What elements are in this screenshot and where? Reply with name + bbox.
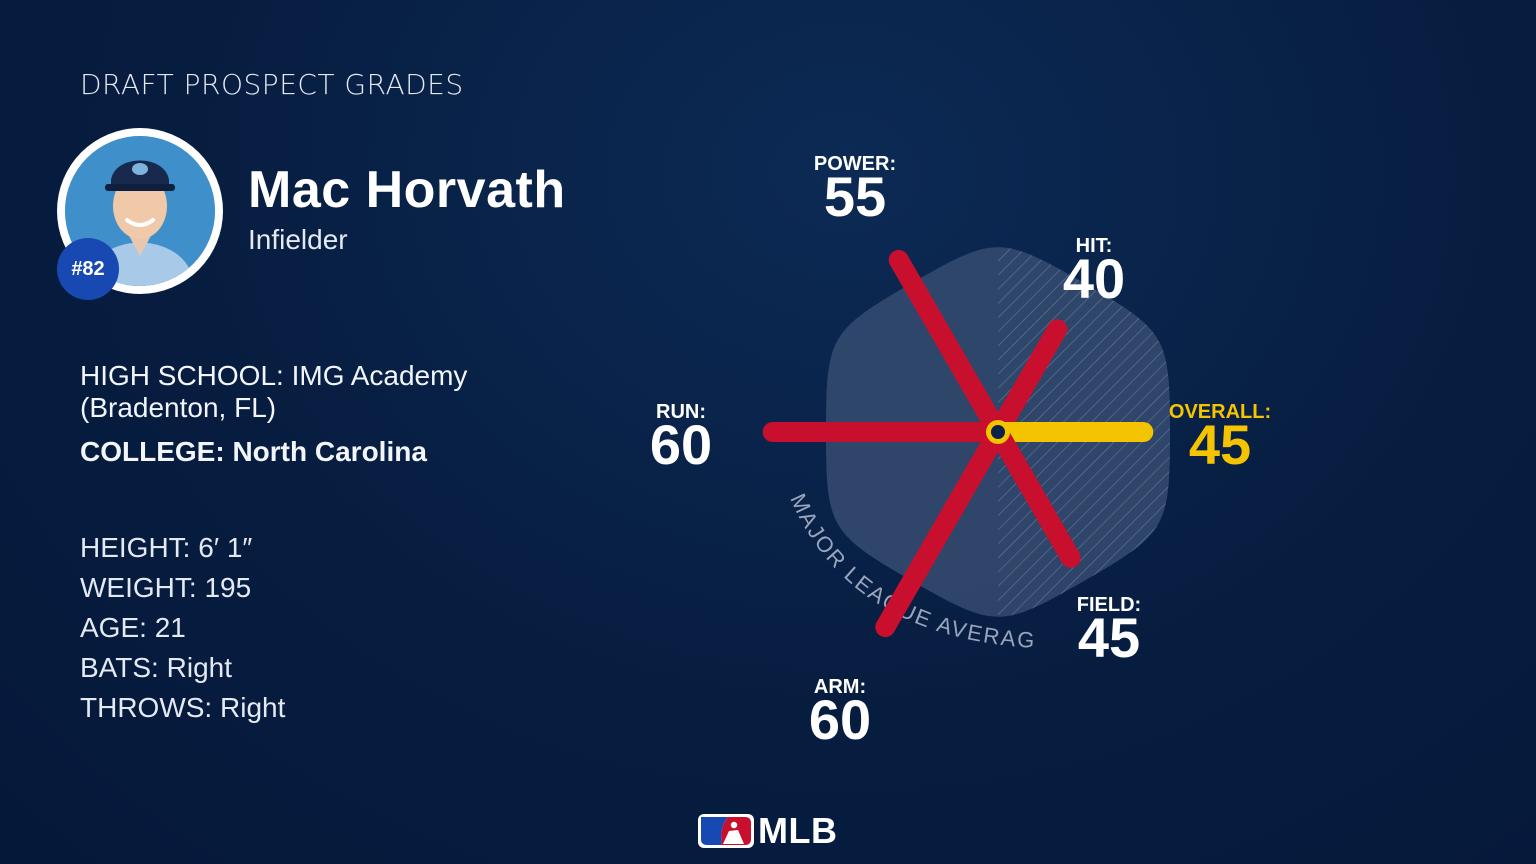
high-school-label: HIGH SCHOOL:	[80, 360, 284, 391]
player-name: Mac Horvath	[248, 161, 566, 219]
jersey-number-badge: #82	[57, 238, 119, 300]
axis-label-run: RUN:	[656, 401, 706, 423]
stat-weight: WEIGHT: 195	[80, 572, 252, 603]
axis-value-field: 45	[1078, 606, 1140, 669]
college-row: COLLEGE: North Carolina	[80, 436, 427, 468]
stat-age: AGE: 21	[80, 612, 186, 643]
stat-height: HEIGHT: 6′ 1″	[80, 532, 253, 563]
axis-label-power: POWER:	[814, 153, 896, 175]
axis-value-power: 55	[824, 165, 886, 228]
player-stats: HEIGHT: 6′ 1″ WEIGHT: 195 AGE: 21 BATS: …	[80, 528, 285, 728]
high-school-value: IMG Academy (Bradenton, FL)	[80, 360, 468, 423]
spoke-power	[888, 249, 1008, 442]
axis-value-hit: 40	[1063, 247, 1125, 310]
center-dot	[991, 425, 1005, 439]
mlb-logo-icon	[698, 814, 754, 848]
mlb-logo: MLB	[698, 810, 838, 851]
spoke-arm	[875, 422, 1008, 638]
axis-label-hit: HIT:	[1076, 235, 1113, 257]
high-school-row: HIGH SCHOOL: IMG Academy (Bradenton, FL)	[80, 360, 550, 424]
stat-bats: BATS: Right	[80, 652, 232, 683]
axis-label-arm: ARM:	[814, 676, 866, 698]
axis-label-overall: OVERALL:	[1169, 401, 1271, 423]
stat-throws: THROWS: Right	[80, 692, 286, 723]
axis-value-arm: 60	[809, 688, 871, 751]
player-position: Infielder	[248, 224, 348, 255]
axis-label-field: FIELD:	[1077, 594, 1141, 616]
spoke-hit	[988, 319, 1068, 442]
spoke-field	[988, 422, 1081, 568]
section-title: DRAFT PROSPECT GRADES	[80, 68, 464, 101]
axis-value-overall: 45	[1189, 413, 1251, 476]
college-label: COLLEGE:	[80, 436, 225, 467]
college-value: North Carolina	[232, 436, 427, 467]
mlb-logo-text: MLB	[758, 810, 838, 851]
axis-value-run: 60	[650, 413, 712, 476]
